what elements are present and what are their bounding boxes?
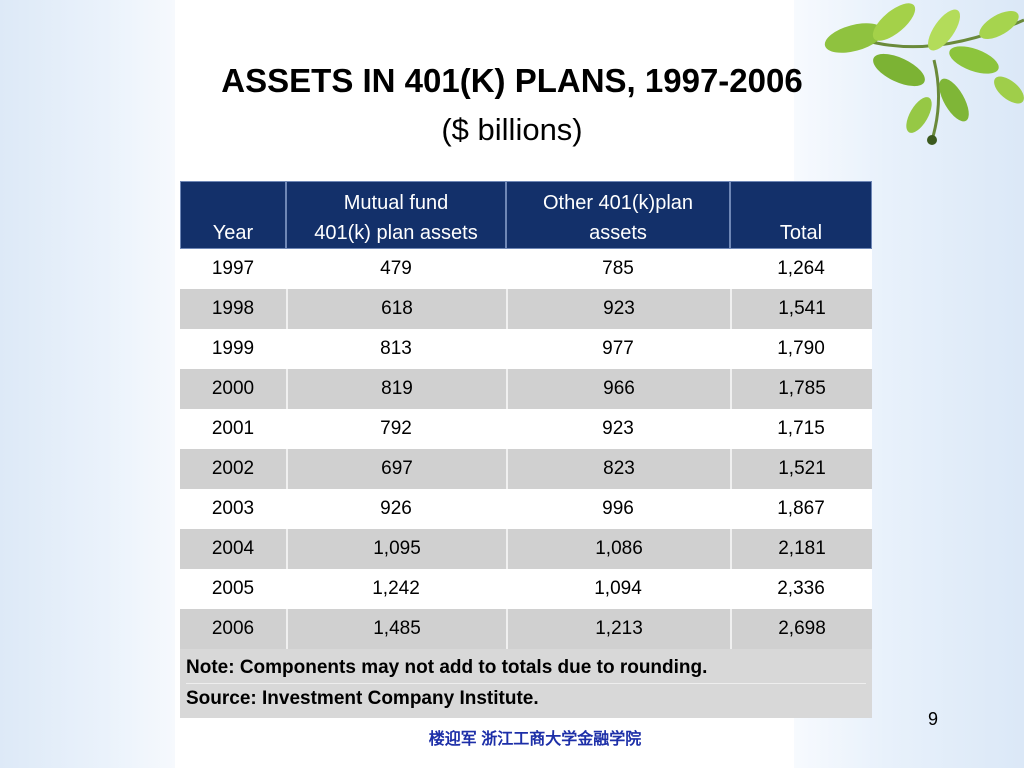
cell-other: 1,086	[506, 529, 730, 569]
cell-mutual: 479	[286, 249, 506, 289]
cell-other: 996	[506, 489, 730, 529]
cell-mutual: 697	[286, 449, 506, 489]
table-row: 2000 819 966 1,785	[180, 369, 872, 409]
table-note: Note: Components may not add to totals d…	[180, 649, 872, 718]
cell-year: 1999	[180, 329, 286, 369]
cell-total: 1,541	[730, 289, 872, 329]
page-number: 9	[927, 709, 938, 729]
cell-mutual: 1,242	[286, 569, 506, 609]
cell-mutual: 813	[286, 329, 506, 369]
cell-total: 1,785	[730, 369, 872, 409]
cell-mutual: 819	[286, 369, 506, 409]
table-note-row: Note: Components may not add to totals d…	[180, 649, 872, 718]
cell-year: 2000	[180, 369, 286, 409]
cell-year: 2004	[180, 529, 286, 569]
cell-total: 1,521	[730, 449, 872, 489]
table-row: 2004 1,095 1,086 2,181	[180, 529, 872, 569]
cell-year: 2003	[180, 489, 286, 529]
cell-other: 1,094	[506, 569, 730, 609]
table-row: 2002 697 823 1,521	[180, 449, 872, 489]
table-row: 2003 926 996 1,867	[180, 489, 872, 529]
cell-other: 785	[506, 249, 730, 289]
cell-total: 2,698	[730, 609, 872, 649]
cell-other: 823	[506, 449, 730, 489]
cell-year: 2005	[180, 569, 286, 609]
slide-footer: 楼迎军 浙江工商大学金融学院	[428, 731, 642, 748]
cell-other: 977	[506, 329, 730, 369]
cell-total: 1,715	[730, 409, 872, 449]
cell-other: 966	[506, 369, 730, 409]
cell-mutual: 926	[286, 489, 506, 529]
cell-total: 1,264	[730, 249, 872, 289]
header-total: Total	[730, 181, 872, 249]
cell-other: 1,213	[506, 609, 730, 649]
cell-year: 2006	[180, 609, 286, 649]
table-row: 2001 792 923 1,715	[180, 409, 872, 449]
header-mutual-fund: Mutual fund 401(k) plan assets	[286, 181, 506, 249]
table-row: 2005 1,242 1,094 2,336	[180, 569, 872, 609]
cell-year: 1998	[180, 289, 286, 329]
table-header-row: Year Mutual fund 401(k) plan assets Othe…	[180, 181, 872, 249]
table-row: 1998 618 923 1,541	[180, 289, 872, 329]
cell-mutual: 618	[286, 289, 506, 329]
cell-total: 1,790	[730, 329, 872, 369]
header-year: Year	[180, 181, 286, 249]
cell-total: 2,181	[730, 529, 872, 569]
header-other-plan: Other 401(k)plan assets	[506, 181, 730, 249]
cell-mutual: 1,485	[286, 609, 506, 649]
cell-other: 923	[506, 409, 730, 449]
cell-total: 2,336	[730, 569, 872, 609]
cell-mutual: 792	[286, 409, 506, 449]
table-row: 2006 1,485 1,213 2,698	[180, 609, 872, 649]
cell-other: 923	[506, 289, 730, 329]
assets-table: Year Mutual fund 401(k) plan assets Othe…	[180, 181, 872, 718]
table-row: 1999 813 977 1,790	[180, 329, 872, 369]
note-text: Note: Components may not add to totals d…	[186, 657, 708, 678]
cell-mutual: 1,095	[286, 529, 506, 569]
cell-year: 2002	[180, 449, 286, 489]
source-text: Source: Investment Company Institute.	[186, 683, 866, 714]
left-background-panel	[0, 0, 175, 768]
cell-year: 1997	[180, 249, 286, 289]
slide-subtitle: ($ billions)	[441, 112, 583, 147]
slide-title: ASSETS IN 401(K) PLANS, 1997-2006	[221, 62, 803, 99]
leaves-decoration-icon	[824, 3, 1024, 145]
cell-total: 1,867	[730, 489, 872, 529]
cell-year: 2001	[180, 409, 286, 449]
table-row: 1997 479 785 1,264	[180, 249, 872, 289]
